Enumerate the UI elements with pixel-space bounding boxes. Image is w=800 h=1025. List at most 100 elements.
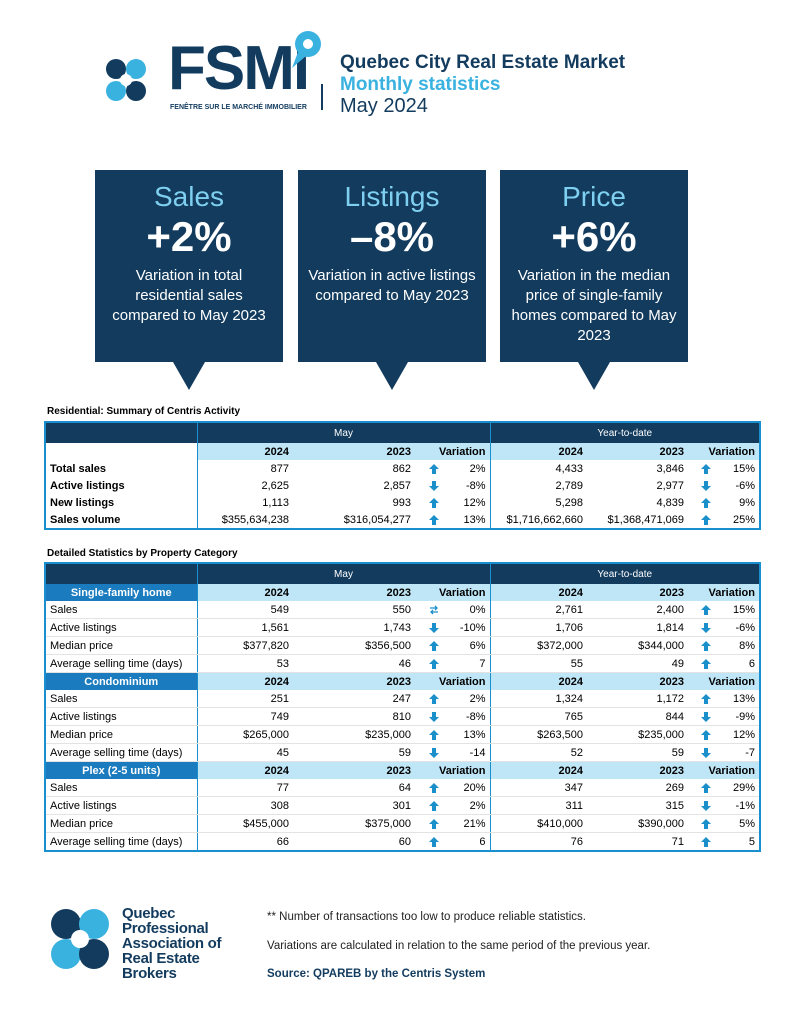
column-label: 2024 [196, 443, 293, 460]
variation: 0% [452, 601, 490, 619]
trend [415, 477, 452, 494]
cell [45, 563, 197, 584]
table-row: Average selling time (days) 45 59 -14 52 59 -7 [45, 743, 760, 762]
table-row: Average selling time (days) 66 60 6 76 71 5 [45, 832, 760, 852]
trend-icon [428, 711, 439, 722]
cell: 1,113 [196, 494, 293, 511]
cell [45, 422, 197, 443]
logo-tagline: FENÊTRE SUR LE MARCHÉ IMMOBILIER [170, 104, 307, 111]
trend [415, 511, 452, 529]
stat-card: Listings –8% Variation in active listings … [298, 170, 486, 390]
trend-icon [700, 800, 711, 811]
table-row: Active listings 749 810 -8% 765 844 -9% [45, 707, 760, 726]
title: Quebec City Real Estate Market [340, 52, 626, 73]
cell: 59 [293, 743, 415, 762]
card-value: +6% [551, 213, 637, 260]
row-label: Total sales [50, 462, 107, 475]
cell: 52 [489, 743, 587, 762]
cell: 862 [392, 462, 411, 475]
variation: 2% [469, 462, 486, 475]
variation: 5 [723, 832, 760, 852]
variation: 12% [463, 496, 486, 509]
table-row: Sales 251 247 2% 1,324 1,172 13% [45, 690, 760, 708]
trend [415, 601, 452, 619]
trend-icon [428, 747, 439, 758]
trend [688, 725, 723, 744]
row-label: Median price [45, 725, 197, 744]
cell: $356,500 [293, 636, 415, 655]
row-label: Sales volume [50, 513, 121, 526]
cell: 71 [587, 832, 688, 852]
trend [415, 636, 452, 655]
variation: -7 [723, 743, 760, 762]
group-header: May Year-to-date [45, 422, 760, 443]
cell: $410,000 [489, 814, 587, 833]
cell: $344,000 [587, 636, 688, 655]
table-row: Average selling time (days) 53 46 7 55 49 6 [45, 654, 760, 673]
section-name: Plex (2-5 units) [45, 761, 197, 779]
trend [688, 690, 723, 708]
section-name: Condominium [45, 672, 197, 690]
row-label: Sales [45, 690, 197, 708]
trend-icon [700, 604, 711, 615]
trend-icon [428, 729, 439, 740]
trend-icon [700, 693, 711, 704]
cell: 749 [196, 707, 293, 726]
row-label: Active listings [45, 707, 197, 726]
row-label: Active listings [50, 479, 125, 492]
date: May 2024 [340, 95, 428, 117]
cell: 247 [293, 690, 415, 708]
table-row: Active listings 1,561 1,743 -10% 1,706 1,814 -… [45, 618, 760, 637]
variation: -14 [452, 743, 490, 762]
cell: 315 [587, 796, 688, 815]
cell: 549 [196, 601, 293, 619]
separator [321, 84, 323, 110]
column-label: Variation [415, 672, 490, 690]
row-label: Sales [45, 779, 197, 797]
trend [688, 460, 723, 477]
variation: 15% [723, 601, 760, 619]
table-row: Sales 549 550 0% 2,761 2,400 15% [45, 601, 760, 619]
variation: 29% [723, 779, 760, 797]
variation: -1% [723, 796, 760, 815]
column-label: 2024 [489, 672, 587, 690]
row-label: Active listings [45, 796, 197, 815]
trend-icon [428, 800, 439, 811]
variation: 6% [452, 636, 490, 655]
trend-icon [428, 782, 439, 793]
cell: 301 [293, 796, 415, 815]
column-label: 2024 [489, 584, 587, 601]
table-row: Median price $377,820 $356,500 6% $372,000 $3… [45, 636, 760, 655]
table-row: New listings 1,113 993 12% 5,298 4,839 9% [45, 494, 760, 511]
cell: 5,298 [489, 494, 587, 511]
cell: 64 [293, 779, 415, 797]
column-label: Variation [688, 443, 760, 460]
group-label: May [196, 563, 490, 584]
trend-icon [428, 480, 439, 491]
variation: 2% [452, 796, 490, 815]
cell: $355,634,238 [196, 511, 293, 529]
header-logo-mark [106, 59, 146, 101]
row-label: Median price [45, 814, 197, 833]
group-label: May [196, 422, 490, 443]
column-label: 2023 [293, 672, 415, 690]
cell: 1,561 [196, 618, 293, 637]
cell: $455,000 [196, 814, 293, 833]
trend [415, 779, 452, 797]
trend [415, 654, 452, 673]
column-label: Variation [415, 761, 490, 779]
cell: 993 [392, 496, 411, 509]
organization: Quebec Professional Association of Real … [122, 905, 222, 982]
group-label: Year-to-date [489, 422, 760, 443]
column-header: Condominium 2024 2023 Variation 2024 2023 Vari… [45, 672, 760, 690]
row-label: Average selling time (days) [45, 832, 197, 852]
cell: 844 [587, 707, 688, 726]
column-label: Variation [688, 672, 760, 690]
trend [415, 494, 452, 511]
column-label: 2023 [587, 672, 688, 690]
logo-pin [292, 31, 321, 68]
card-value: –8% [349, 213, 435, 260]
trend [688, 494, 723, 511]
column-label: 2023 [587, 443, 688, 460]
variation: 21% [452, 814, 490, 833]
